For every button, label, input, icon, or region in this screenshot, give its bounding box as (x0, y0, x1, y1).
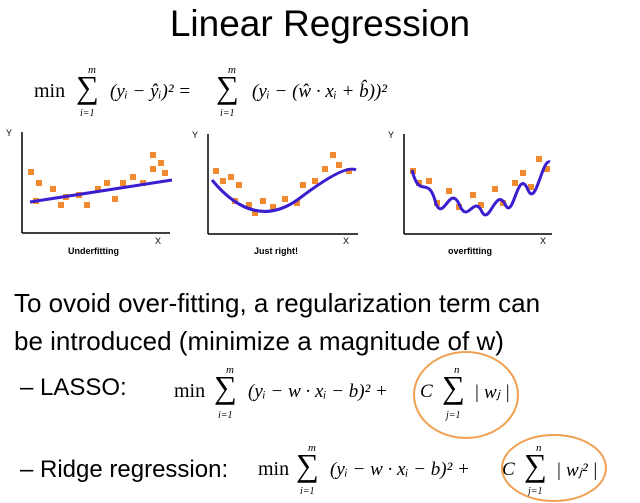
min-operator: min (258, 458, 290, 480)
regularization-text-line2: be introduced (minimize a magnitude of w… (14, 326, 504, 356)
min-operator: min (34, 80, 66, 102)
ridge-label: – Ridge regression: (20, 456, 229, 483)
summation-symbol: ∑ (214, 369, 237, 405)
objective-formula: min m ∑ i=1 (yᵢ − ŷᵢ)² = m ∑ i=1 (yᵢ − (… (30, 64, 430, 120)
sum-lower-limit: i=1 (218, 410, 233, 421)
caption-just-right: Just right! (254, 246, 298, 256)
summation-symbol: ∑ (296, 447, 319, 483)
lasso-penalty: | wⱼ | (474, 382, 510, 403)
lasso-label: – LASSO: (20, 374, 127, 401)
reg-summation-symbol: ∑ (442, 369, 465, 405)
sum-upper-limit: m (226, 364, 234, 376)
reg-sum-upper-limit: n (536, 442, 542, 454)
y-axis-label: Y (192, 130, 198, 140)
caption-overfitting: overfitting (448, 246, 492, 256)
y-axis-label: Y (388, 130, 394, 140)
fit-curve (210, 167, 357, 213)
data-points (410, 156, 550, 210)
lasso-c: C (420, 381, 433, 402)
ridge-penalty: | wⱼ² | (556, 460, 598, 481)
x-axis-label: X (343, 236, 349, 246)
lasso-formula: min m ∑ i=1 (yᵢ − w · xᵢ − b)² + C n ∑ j… (168, 364, 528, 430)
sum-lower-limit: i=1 (80, 108, 95, 119)
sum-lower-limit: i=1 (300, 486, 315, 497)
lasso-highlight-circle (413, 351, 519, 439)
panel-overfitting: Y X overfitting (388, 130, 552, 256)
regularization-text-line1: To ovoid over-fitting, a regularization … (14, 288, 541, 318)
fit-curve (410, 160, 552, 217)
caption-underfitting: Underfitting (68, 246, 119, 256)
objective-rhs: (yᵢ − (ŵ · xᵢ + b̂))² (252, 81, 387, 102)
objective-lhs: (yᵢ − ŷᵢ)² = (110, 81, 192, 102)
reg-summation-symbol: ∑ (524, 447, 547, 483)
sum-upper-limit: m (308, 442, 316, 454)
min-operator: min (174, 380, 206, 402)
ridge-highlight-circle (501, 434, 607, 502)
ridge-c: C (502, 459, 515, 480)
ridge-formula: min m ∑ i=1 (yᵢ − w · xᵢ − b)² + C n ∑ j… (254, 442, 614, 502)
panel-underfitting: Y X Underfitting (6, 128, 173, 256)
reg-sum-lower-limit: j=1 (446, 410, 461, 421)
x-axis-label: X (155, 236, 161, 246)
reg-sum-lower-limit: j=1 (528, 486, 543, 497)
sum-lower-limit-2: i=1 (220, 108, 235, 119)
y-axis-label: Y (6, 128, 12, 138)
sum-upper-limit: m (88, 64, 96, 76)
lasso-loss: (yᵢ − w · xᵢ − b)² + (248, 381, 388, 402)
summation-symbol: ∑ (76, 69, 99, 105)
reg-sum-upper-limit: n (454, 364, 460, 376)
sum-upper-limit-2: m (228, 64, 236, 76)
summation-symbol-2: ∑ (216, 69, 239, 105)
slide-title: Linear Regression (169, 3, 471, 44)
panel-just-right: Y X Just right! (192, 130, 358, 256)
x-axis-label: X (540, 236, 546, 246)
fit-line (29, 178, 173, 204)
fitting-illustrations: Y X Underfitting Y X (6, 128, 552, 256)
ridge-loss: (yᵢ − w · xᵢ − b)² + (330, 459, 470, 480)
